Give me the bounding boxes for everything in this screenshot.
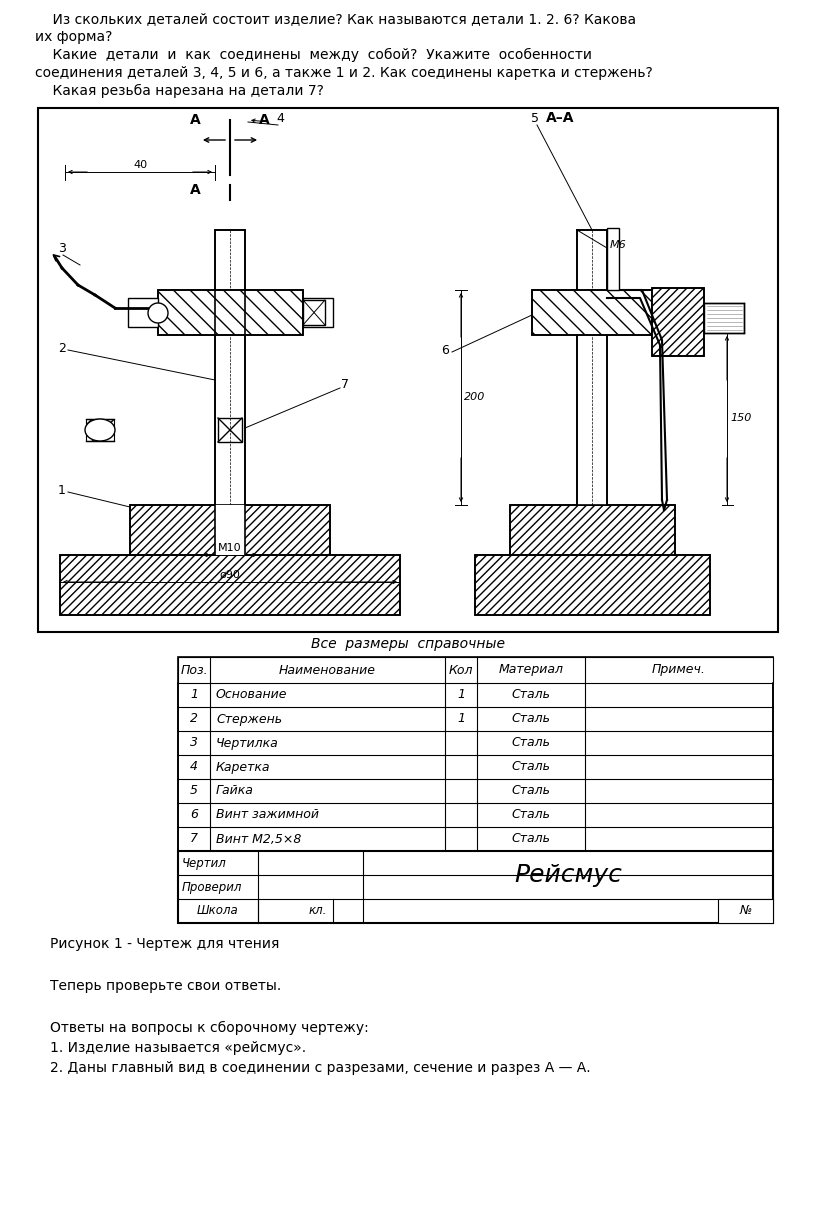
Text: Поз.: Поз.	[180, 664, 208, 676]
Text: 1: 1	[190, 688, 198, 702]
Bar	[532, 290, 652, 334]
Bar	[510, 505, 675, 555]
Bar	[130, 505, 330, 555]
Text: 1: 1	[457, 713, 465, 725]
Text: 4: 4	[276, 111, 284, 125]
Text: Сталь: Сталь	[512, 808, 551, 822]
Bar	[128, 298, 158, 327]
Text: ø90: ø90	[220, 570, 241, 579]
Bar	[303, 298, 333, 327]
Text: Сталь: Сталь	[512, 736, 551, 750]
Bar	[475, 555, 710, 615]
Text: Гайка: Гайка	[216, 784, 254, 797]
Text: А: А	[259, 113, 269, 127]
Bar	[60, 555, 400, 615]
Text: Основание: Основание	[216, 688, 287, 702]
Text: Винт зажимной: Винт зажимной	[216, 808, 319, 822]
Text: 6: 6	[190, 808, 198, 822]
Bar	[303, 300, 325, 325]
Text: 7: 7	[341, 379, 349, 392]
Bar	[704, 303, 744, 333]
Ellipse shape	[85, 419, 115, 441]
Text: 2: 2	[190, 713, 198, 725]
Bar	[60, 555, 400, 615]
Text: Какая резьба нарезана на детали 7?: Какая резьба нарезана на детали 7?	[35, 85, 324, 98]
Text: Какие  детали  и  как  соединены  между  собой?  Укажите  особенности: Какие детали и как соединены между собой…	[35, 48, 592, 62]
Bar	[38, 108, 778, 632]
Bar	[215, 230, 245, 505]
Bar	[652, 288, 704, 356]
Text: Рисунок 1 - Чертеж для чтения: Рисунок 1 - Чертеж для чтения	[50, 937, 279, 951]
Text: 6: 6	[441, 343, 449, 356]
Bar	[218, 418, 242, 442]
Text: 2: 2	[58, 342, 66, 354]
Text: 40: 40	[133, 160, 147, 170]
Text: Примеч.: Примеч.	[652, 664, 706, 676]
Text: Сталь: Сталь	[512, 784, 551, 797]
Text: 1: 1	[457, 688, 465, 702]
Bar	[577, 230, 607, 505]
Text: Винт М2,5×8: Винт М2,5×8	[216, 833, 301, 845]
Text: 2. Даны главный вид в соединении с разрезами, сечение и разрез А — А.: 2. Даны главный вид в соединении с разре…	[50, 1061, 591, 1076]
Text: Стержень: Стержень	[216, 713, 282, 725]
Text: А: А	[189, 113, 201, 127]
Text: Теперь проверьте свои ответы.: Теперь проверьте свои ответы.	[50, 979, 282, 993]
Text: Сталь: Сталь	[512, 761, 551, 773]
Text: соединения деталей 3, 4, 5 и 6, а также 1 и 2. Как соединены каретка и стержень?: соединения деталей 3, 4, 5 и 6, а также …	[35, 66, 653, 80]
Text: Каретка: Каретка	[216, 761, 270, 773]
Bar	[510, 505, 675, 555]
Text: 5: 5	[190, 784, 198, 797]
Text: 7: 7	[190, 833, 198, 845]
Bar	[158, 290, 303, 334]
Text: 150: 150	[730, 413, 752, 423]
Text: 200: 200	[464, 392, 486, 402]
Bar	[86, 419, 114, 441]
Text: 1: 1	[58, 484, 66, 496]
Text: 3: 3	[190, 736, 198, 750]
Bar	[178, 851, 773, 922]
Text: Все  размеры  справочные: Все размеры справочные	[311, 637, 505, 650]
Circle shape	[148, 303, 168, 323]
Text: Из скольких деталей состоит изделие? Как называются детали 1. 2. 6? Какова: Из скольких деталей состоит изделие? Как…	[35, 12, 636, 26]
Text: их форма?: их форма?	[35, 29, 113, 44]
Text: Чертил: Чертил	[182, 856, 227, 870]
Text: Рейсмус: Рейсмус	[514, 862, 622, 887]
Text: М6: М6	[610, 240, 627, 250]
Text: Кол: Кол	[449, 664, 473, 676]
Text: кл.: кл.	[308, 904, 327, 918]
Text: Наименование: Наименование	[279, 664, 376, 676]
Bar	[652, 288, 704, 356]
Bar	[607, 228, 619, 290]
Text: М10: М10	[218, 543, 242, 552]
Text: Чертилка: Чертилка	[216, 736, 279, 750]
Text: 5: 5	[531, 111, 539, 125]
Text: Сталь: Сталь	[512, 833, 551, 845]
Bar	[215, 505, 245, 555]
Bar	[718, 899, 773, 922]
Bar	[178, 657, 773, 684]
Text: Сталь: Сталь	[512, 688, 551, 702]
Text: Сталь: Сталь	[512, 713, 551, 725]
Text: Школа: Школа	[197, 904, 239, 918]
Bar	[532, 290, 652, 334]
Text: 3: 3	[58, 241, 66, 255]
Text: 1. Изделие называется «рейсмус».: 1. Изделие называется «рейсмус».	[50, 1041, 306, 1055]
Text: 4: 4	[190, 761, 198, 773]
Text: А: А	[189, 183, 201, 197]
Text: Проверил: Проверил	[182, 881, 242, 893]
Text: №: №	[740, 904, 752, 918]
Bar	[130, 505, 330, 555]
Text: А–А: А–А	[546, 111, 574, 125]
Bar	[158, 290, 303, 334]
Text: Материал: Материал	[499, 664, 564, 676]
Bar	[178, 657, 773, 851]
Text: Ответы на вопросы к сборочному чертежу:: Ответы на вопросы к сборочному чертежу:	[50, 1020, 369, 1035]
Bar	[475, 555, 710, 615]
